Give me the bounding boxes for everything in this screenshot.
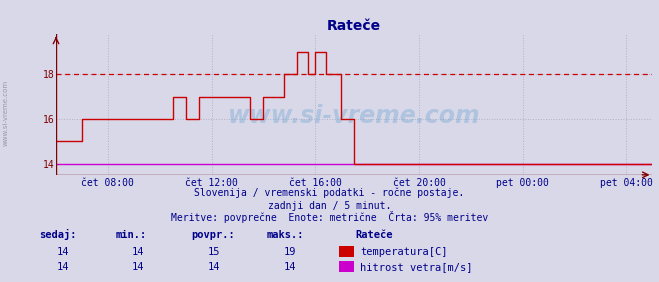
Text: povpr.:: povpr.: (191, 230, 235, 240)
Text: zadnji dan / 5 minut.: zadnji dan / 5 minut. (268, 201, 391, 211)
Text: maks.:: maks.: (267, 230, 304, 240)
Text: sedaj:: sedaj: (40, 229, 77, 240)
Text: www.si-vreme.com: www.si-vreme.com (228, 103, 480, 128)
Text: 14: 14 (57, 262, 69, 272)
Text: 14: 14 (284, 262, 296, 272)
Text: temperatura[C]: temperatura[C] (360, 247, 448, 257)
Text: 14: 14 (132, 262, 144, 272)
Text: 19: 19 (284, 247, 296, 257)
Text: Meritve: povprečne  Enote: metrične  Črta: 95% meritev: Meritve: povprečne Enote: metrične Črta:… (171, 212, 488, 223)
Text: hitrost vetra[m/s]: hitrost vetra[m/s] (360, 262, 473, 272)
Text: www.si-vreme.com: www.si-vreme.com (2, 80, 9, 146)
Text: 14: 14 (208, 262, 220, 272)
Text: 14: 14 (132, 247, 144, 257)
Text: 15: 15 (208, 247, 220, 257)
Text: min.:: min.: (115, 230, 146, 240)
Text: Slovenija / vremenski podatki - ročne postaje.: Slovenija / vremenski podatki - ročne po… (194, 188, 465, 198)
Text: Rateče: Rateče (356, 230, 393, 240)
Title: Rateče: Rateče (327, 19, 382, 33)
Text: 14: 14 (57, 247, 69, 257)
